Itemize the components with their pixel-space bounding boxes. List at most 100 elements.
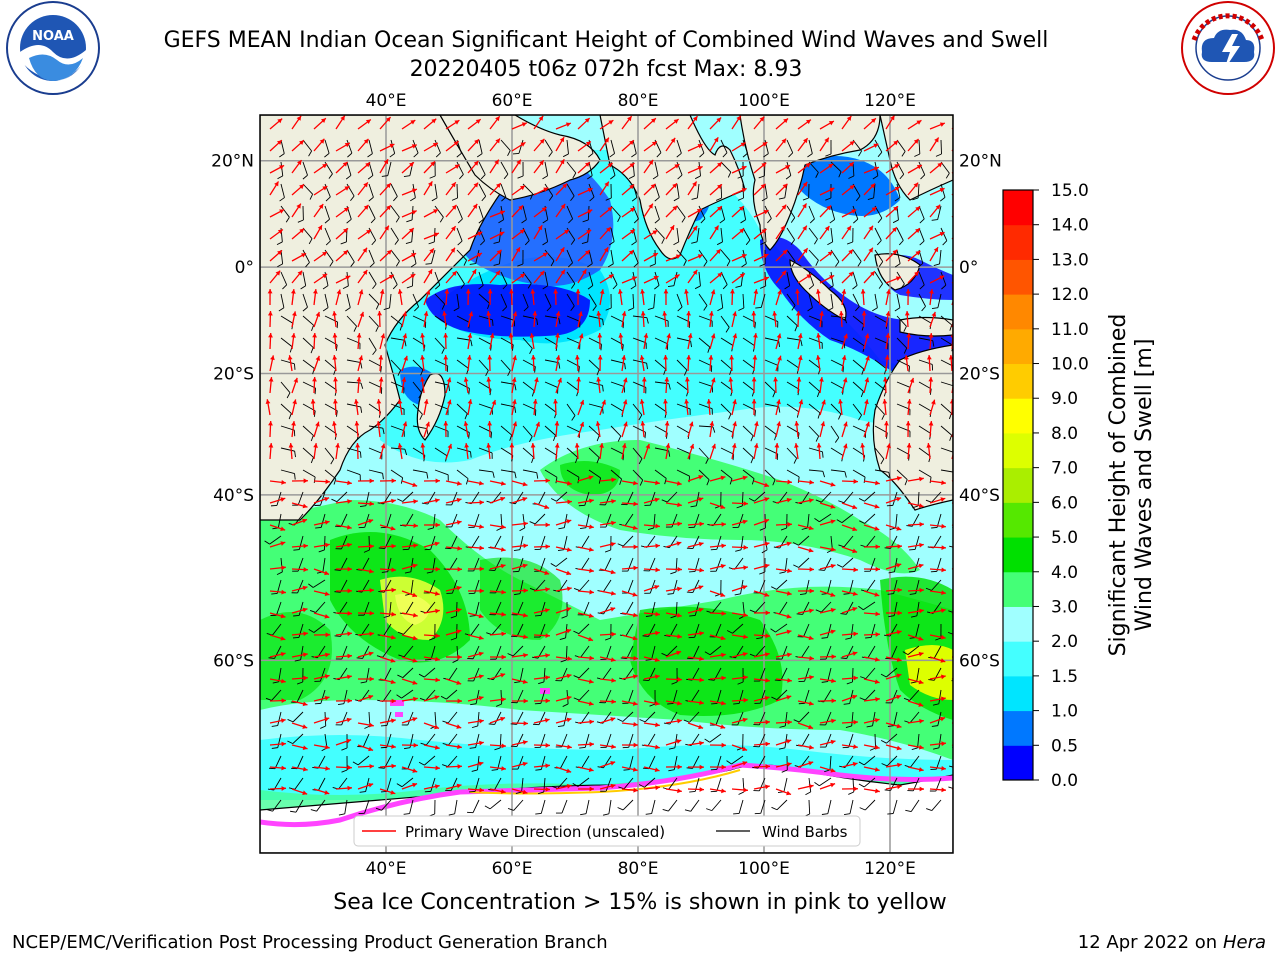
wind-barb-flag <box>352 761 359 766</box>
wave-direction-arrowhead <box>721 543 726 549</box>
wind-barb-flag <box>536 472 539 479</box>
wind-barb-flag <box>570 305 575 311</box>
wave-direction-arrowhead <box>621 311 627 316</box>
wind-barb-flag <box>652 175 659 180</box>
wave-direction-arrowhead <box>429 248 434 254</box>
wind-barb <box>280 205 290 218</box>
wave-direction-arrowhead <box>610 657 616 662</box>
wind-barb <box>566 161 577 174</box>
wave-direction-arrowhead <box>299 140 304 146</box>
wave-direction-arrowhead <box>852 526 858 532</box>
wind-barb-flag <box>271 747 278 749</box>
wind-barb-flag <box>715 197 722 201</box>
wind-barb <box>734 557 744 570</box>
wind-barb <box>784 557 788 572</box>
wind-barb-flag <box>792 542 799 546</box>
wind-barb-flag <box>571 415 576 421</box>
wind-barb <box>742 293 745 309</box>
wave-direction-arrowhead <box>928 421 934 426</box>
colorbar-tick-label: 0.0 <box>1051 771 1078 791</box>
wind-barb-flag <box>293 549 300 551</box>
wave-direction-arrowhead <box>940 497 946 502</box>
wind-barb <box>412 381 423 394</box>
wind-barb <box>622 799 634 811</box>
wind-barb <box>346 161 352 176</box>
wind-barb-flag <box>931 725 938 727</box>
wind-barb <box>632 315 647 319</box>
wind-barb <box>610 249 614 264</box>
wind-barb-flag <box>342 285 349 290</box>
wind-barb <box>698 205 706 219</box>
wind-barb-flag <box>347 152 353 158</box>
wave-direction-arrowhead <box>476 253 482 258</box>
wind-barb-flag <box>418 673 425 678</box>
wind-barb-flag <box>285 216 290 223</box>
wave-direction-arrowhead <box>567 744 572 750</box>
wind-barb-flag <box>649 263 656 267</box>
wave-direction-arrowhead <box>963 674 968 679</box>
wave-direction-arrowhead <box>390 634 396 640</box>
wind-barb-flag <box>737 197 744 201</box>
wind-barb <box>324 139 330 154</box>
wind-barb-flag <box>676 152 682 158</box>
wave-direction-arrowhead <box>852 548 858 554</box>
wind-barb-flag <box>863 476 866 484</box>
wave-direction-arrowhead <box>794 443 799 448</box>
wave-direction-arrowhead <box>456 481 462 486</box>
wave-direction-arrowhead <box>948 355 953 360</box>
wave-direction-arrowhead <box>787 719 792 725</box>
wave-direction-arrowhead <box>648 159 654 165</box>
wave-direction-legend-label: Primary Wave Direction (unscaled) <box>405 823 665 841</box>
wind-barb-flag <box>771 806 778 811</box>
wind-barb-flag <box>581 241 588 245</box>
wave-direction-arrowhead <box>332 355 338 360</box>
wind-barb-flag <box>561 615 568 619</box>
wind-barb <box>808 227 818 240</box>
wind-barb <box>456 205 463 220</box>
wave-direction-arrowhead <box>809 655 814 661</box>
wind-barb-flag <box>646 363 648 370</box>
wind-barb <box>296 755 304 769</box>
wave-direction-arrowhead <box>478 613 484 619</box>
wind-barb <box>931 579 942 591</box>
wave-direction-arrowhead <box>595 421 601 426</box>
wind-barb-flag <box>413 152 419 158</box>
wave-direction-arrowhead <box>623 421 628 427</box>
wind-barb <box>493 535 502 549</box>
wave-direction-arrowhead <box>299 228 305 234</box>
wave-direction-arrowhead <box>435 765 440 771</box>
wind-barb <box>544 469 558 478</box>
wind-barb-flag <box>772 391 776 398</box>
wind-barb <box>804 689 810 704</box>
wind-barb <box>302 249 310 263</box>
wind-barb <box>434 403 449 410</box>
wave-direction-arrowhead <box>363 182 368 188</box>
wave-direction-arrowhead <box>939 122 945 127</box>
wind-barb <box>676 469 690 477</box>
wind-barb-flag <box>529 348 533 355</box>
wind-barb <box>381 799 392 811</box>
wave-direction-arrowhead <box>875 632 880 637</box>
wave-direction-arrowhead <box>765 719 770 725</box>
wave-direction-arrowhead <box>677 677 682 682</box>
wind-barb-flag <box>309 193 314 200</box>
wind-barb <box>610 403 624 412</box>
wind-barb <box>916 667 920 682</box>
wind-barb <box>434 183 438 198</box>
wave-direction-arrowhead <box>953 290 958 295</box>
wind-barb-flag <box>779 571 786 574</box>
wave-direction-arrowhead <box>501 611 506 617</box>
wind-barb-flag <box>888 615 895 618</box>
wave-direction-arrowhead <box>763 210 769 215</box>
wave-direction-arrowhead <box>849 141 855 146</box>
wave-direction-arrowhead <box>270 355 275 361</box>
wave-direction-arrowhead <box>499 210 505 215</box>
wave-direction-arrowhead <box>354 399 359 404</box>
wave-direction-arrowhead <box>287 355 293 360</box>
wave-direction-arrowhead <box>280 718 286 724</box>
wind-barb-flag <box>931 219 938 221</box>
wind-barb <box>430 777 436 792</box>
wave-direction-arrowhead <box>335 443 340 448</box>
wave-direction-arrowhead <box>566 717 572 723</box>
wind-barb <box>918 293 926 307</box>
